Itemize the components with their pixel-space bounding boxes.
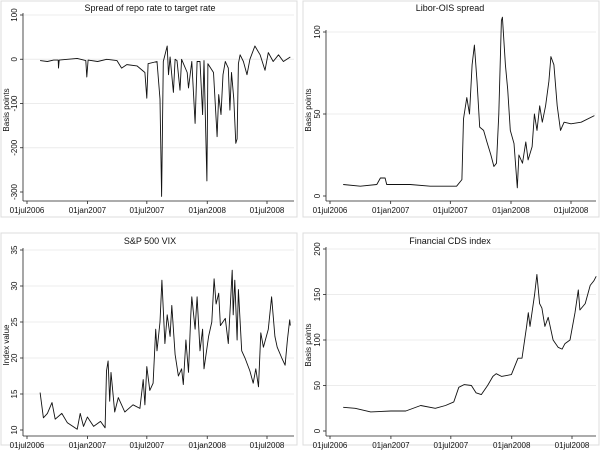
x-tick-label: 01jan2007 bbox=[372, 441, 410, 450]
y-tick-label: 20 bbox=[10, 353, 19, 362]
y-tick-label: 200 bbox=[313, 242, 322, 256]
y-tick-label: 35 bbox=[10, 245, 19, 254]
y-tick-label: 30 bbox=[10, 281, 19, 290]
chart-title: S&P 500 VIX bbox=[124, 236, 176, 246]
chart-panel-3: 10 15 20 25 30 35 01jul2006 01jan2007 01jul2007 0… bbox=[1, 233, 297, 450]
y-tick-label: 50 bbox=[313, 109, 322, 118]
y-tick-label: 10 bbox=[10, 425, 19, 434]
y-tick-label: 0 bbox=[10, 56, 19, 61]
chart-title: Spread of repo rate to target rate bbox=[84, 3, 215, 13]
y-tick-label: 25 bbox=[10, 317, 19, 326]
chart-title: Libor-OIS spread bbox=[416, 3, 485, 13]
x-tick-label: 01jan2008 bbox=[493, 441, 531, 450]
panel-frame bbox=[1, 233, 297, 445]
x-tick-label: 01jul2006 bbox=[313, 206, 348, 215]
x-tick-label: 01jul2006 bbox=[10, 441, 45, 450]
y-tick-label: -100 bbox=[10, 95, 19, 112]
x-tick-label: 01jan2007 bbox=[69, 441, 107, 450]
x-tick-label: 01jul2006 bbox=[313, 441, 348, 450]
chart-panel-1: -300 -200 -100 0 100 01jul2006 01jan2007 01jul2… bbox=[1, 1, 297, 217]
x-tick-label: 01jul2008 bbox=[555, 441, 590, 450]
x-tick-label: 01jul2007 bbox=[433, 441, 468, 450]
y-tick-label: -300 bbox=[10, 183, 19, 200]
x-tick-label: 01jul2007 bbox=[129, 206, 164, 215]
x-tick-label: 01jan2008 bbox=[189, 206, 227, 215]
chart-panel-2: 0 50 100 01jul2006 01jan2007 01jul2007 01jan20… bbox=[303, 1, 599, 217]
x-tick-label: 01jan2007 bbox=[69, 206, 107, 215]
x-tick-label: 01jan2008 bbox=[189, 441, 227, 450]
panel-frame bbox=[1, 1, 297, 217]
x-tick-label: 01jul2007 bbox=[433, 206, 468, 215]
y-tick-label: 100 bbox=[313, 25, 322, 39]
x-tick-label: 01jul2008 bbox=[250, 441, 285, 450]
chart-title: Financial CDS index bbox=[409, 236, 491, 246]
y-tick-label: 15 bbox=[10, 389, 19, 398]
y-tick-label: 100 bbox=[313, 333, 322, 347]
y-axis-label: Index value bbox=[2, 324, 11, 365]
y-tick-label: 150 bbox=[313, 287, 322, 301]
y-axis-label: Basis points bbox=[304, 323, 313, 366]
x-tick-label: 01jul2006 bbox=[10, 206, 45, 215]
y-axis-label: Basis points bbox=[2, 88, 11, 131]
x-tick-label: 01jul2008 bbox=[554, 206, 589, 215]
y-tick-label: 0 bbox=[313, 428, 322, 433]
chart-panel-4: 0 50 100 150 200 01jul2006 01jan2007 01jul2007 0… bbox=[303, 233, 599, 450]
x-tick-label: 01jan2007 bbox=[372, 206, 410, 215]
x-tick-label: 01jul2007 bbox=[129, 441, 164, 450]
x-tick-label: 01jan2008 bbox=[492, 206, 530, 215]
panel-frame bbox=[303, 233, 599, 445]
y-tick-label: 0 bbox=[313, 193, 322, 198]
y-tick-label: 50 bbox=[313, 381, 322, 390]
y-tick-label: 100 bbox=[10, 8, 19, 22]
y-axis-label: Basis points bbox=[304, 88, 313, 131]
x-tick-label: 01jul2008 bbox=[250, 206, 285, 215]
y-tick-label: -200 bbox=[10, 139, 19, 156]
